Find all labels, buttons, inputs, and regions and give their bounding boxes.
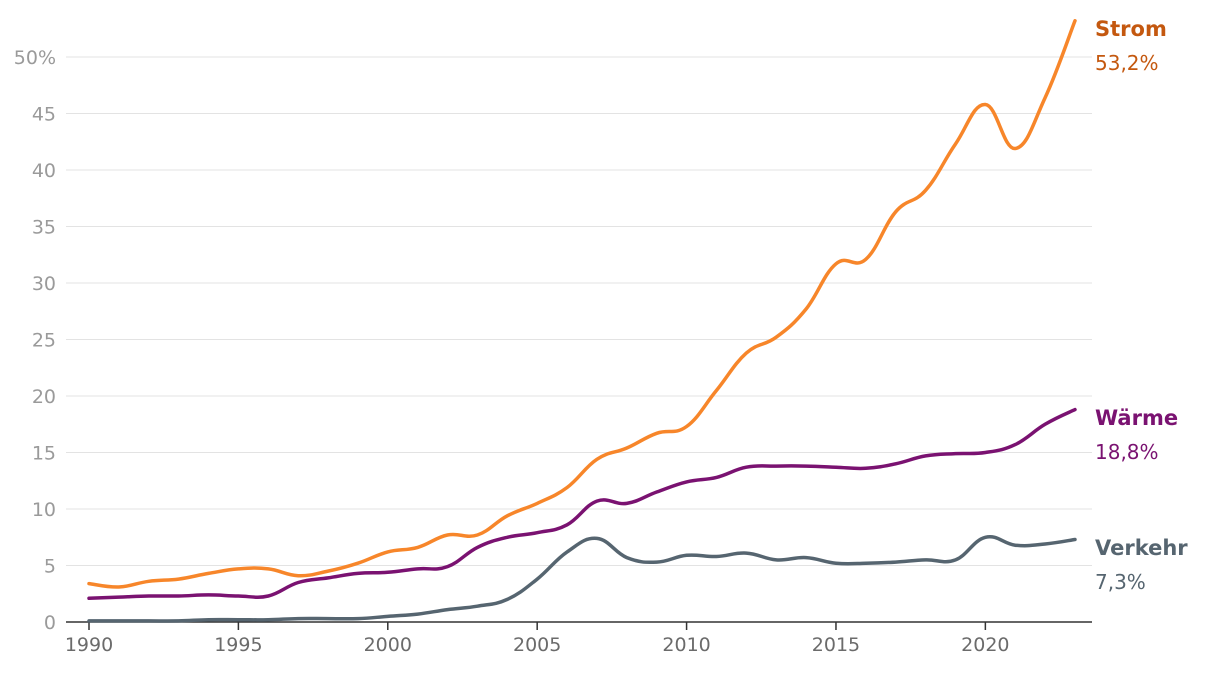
series-value-wrme: 18,8%	[1095, 440, 1159, 464]
y-axis-ticks: 0 5 10 15 20 25 30 35 40 45 50%	[14, 47, 56, 634]
y-tick-label: 50%	[14, 47, 56, 69]
x-tick-label: 2020	[961, 634, 1009, 656]
gridlines	[66, 56, 1092, 566]
y-tick-label: 35	[32, 217, 56, 239]
y-tick-label: 15	[32, 443, 56, 465]
series-line-verkehr	[87, 534, 1077, 623]
y-tick-label: 40	[32, 160, 56, 182]
x-tick-label: 1995	[214, 634, 262, 656]
series-line-strom	[87, 19, 1077, 589]
series-lines	[87, 19, 1077, 623]
series-name-strom: Strom	[1095, 17, 1167, 41]
x-tick-label: 1990	[65, 634, 113, 656]
x-tick-label: 2000	[364, 634, 412, 656]
series-value-verkehr: 7,3%	[1095, 570, 1146, 594]
y-tick-label: 0	[44, 612, 56, 634]
y-tick-label: 30	[32, 273, 56, 295]
series-name-wrme: Wärme	[1095, 406, 1178, 430]
y-tick-label: 45	[32, 104, 56, 126]
y-tick-label: 5	[44, 556, 56, 578]
x-tick-label: 2015	[812, 634, 860, 656]
y-tick-label: 10	[32, 499, 56, 521]
x-axis-ticks: 1990 1995 2000 2005 2010 2015 2020	[65, 622, 1010, 656]
series-end-labels: Strom 53,2% Wärme 18,8% Verkehr 7,3%	[1095, 17, 1188, 594]
series-value-strom: 53,2%	[1095, 51, 1159, 75]
series-name-verkehr: Verkehr	[1095, 536, 1188, 560]
y-tick-label: 25	[32, 330, 56, 352]
x-tick-label: 2005	[513, 634, 561, 656]
x-tick-label: 2010	[662, 634, 710, 656]
series-line-wrme	[87, 407, 1077, 601]
y-tick-label: 20	[32, 386, 56, 408]
